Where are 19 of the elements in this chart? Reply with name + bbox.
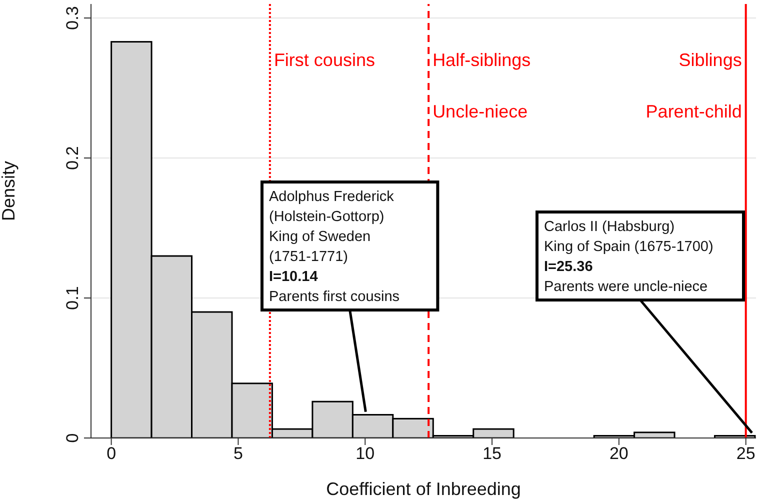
- x-tick-label: 15: [482, 444, 502, 464]
- ref-line-label: First cousins: [274, 50, 375, 70]
- ref-line-label: Half-siblings: [432, 50, 531, 70]
- x-tick-label: 5: [233, 444, 243, 464]
- annotation: Carlos II (Habsburg) King of Spain (1675-1700) I=25.36 Parents were uncle-niece: [544, 219, 714, 295]
- x-tick-label: 0: [106, 444, 116, 464]
- annotation: Adolphus Frederick (Holstein-Gottorp) King of Sweden (1751-1771) I=10.14 Parents first cousins: [269, 189, 400, 305]
- y-tick-label: 0.2: [63, 146, 82, 170]
- y-tick-label: 0.1: [63, 286, 82, 310]
- x-axis-title: Coefficient of Inbreeding: [326, 479, 521, 499]
- y-tick-label: 0.3: [63, 6, 82, 30]
- annotation: Uncle-niece: [432, 101, 528, 122]
- x-tick-label: 25: [736, 444, 756, 464]
- ref-line-label: Siblings: [678, 50, 742, 70]
- annotation: Parent-child: [646, 101, 742, 122]
- y-tick-label: 0: [63, 433, 82, 443]
- y-axis-title: Density: [0, 160, 18, 221]
- x-tick-label: 20: [609, 444, 628, 464]
- x-tick-label: 10: [356, 444, 375, 464]
